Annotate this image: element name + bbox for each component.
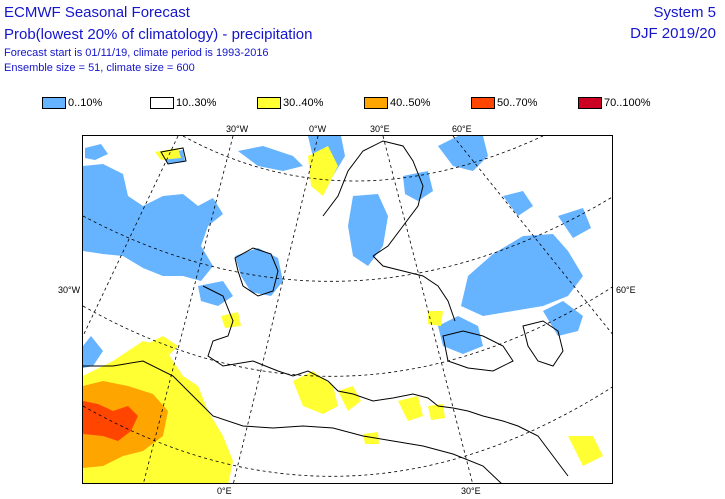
blue-area-urals [558,208,591,238]
coastline-africa [83,360,502,483]
yellow-area-sardinia [338,386,361,411]
parallel-40n [83,386,612,477]
legend-label: 30..40% [283,97,324,109]
graticule [83,136,612,483]
coastline-scandinavia [322,140,424,257]
yellow-area-black-sea [428,311,443,326]
season-label: DJF 2019/20 [630,25,716,42]
blue-area-uk [235,248,283,296]
legend-swatch [42,97,66,109]
lon-label-top-30w: 30°W [226,124,249,134]
lon-label-top-30e: 30°E [370,124,390,134]
meridian-30w [143,136,234,483]
lon-label-right-60e: 60°E [616,285,636,295]
coastline-caspian [522,320,564,367]
lon-label-bottom-30e: 30°E [461,486,481,496]
parallel-50n [83,286,612,377]
legend-label: 0..10% [68,97,103,109]
parallel-60n [83,196,612,282]
yellow-area-atlantic-north [155,148,181,160]
legend-item-50-70: 50..70% [471,96,537,110]
blue-area-scandinavia [348,194,388,266]
coastline-uk [234,247,279,297]
map-canvas [83,136,612,483]
legend-label: 40..50% [390,97,431,109]
legend-swatch [471,97,495,109]
forecast-map [82,135,613,484]
yellow-area-africa-south [363,432,379,444]
legend-item-70-100: 70..100% [578,96,650,110]
legend-swatch [578,97,602,109]
yellow-area-central-atlantic [143,336,178,356]
meridian-0 [233,136,319,483]
coastlines [83,140,569,483]
yellow-area-aegean [428,404,445,420]
yellow-area-north-sea [308,146,338,196]
ensemble-info: Ensemble size = 51, climate size = 600 [4,62,195,74]
blue-area-ukraine [438,316,483,354]
coastline-baltic [372,255,456,322]
page-subtitle: Prob(lowest 20% of climatology) - precip… [4,26,313,43]
blue-area-russia-north [503,191,533,216]
meridian-west [83,136,179,337]
legend-item-0-10: 0..10% [42,96,102,110]
blue-area-russia [461,234,583,316]
blue-area-greenland-sea [238,146,303,171]
yellow-area-iberia [221,312,241,328]
blue-area-finland [403,171,433,201]
lon-label-top-0w: 0°W [309,124,327,134]
lon-label-bottom-0e: 0°E [217,486,232,496]
yellow-area-italy [293,371,338,414]
legend-label: 70..100% [604,97,651,109]
page-title: ECMWF Seasonal Forecast [4,4,190,21]
legend-swatch [150,97,174,109]
coastline-black-sea [442,330,514,372]
blue-area-caspian-east [543,301,583,336]
blue-area-spain [198,281,233,306]
legend-label: 50..70% [497,97,538,109]
meridian-60e [452,136,612,335]
lon-label-top-60e: 60°E [452,124,472,134]
coastline-europe [202,285,569,477]
yellow-area-southeast [568,436,603,466]
legend-swatch [364,97,388,109]
legend-label: 10..30% [176,97,217,109]
system-label: System 5 [653,4,716,21]
blue-area-nw-corner [85,144,108,160]
meridian-30e [382,136,473,483]
coastline-iceland [160,147,187,165]
blue-area-north-atlantic [83,164,223,281]
blue-area-mid-atlantic [83,336,103,368]
parallel-70n [182,136,544,182]
yellow-area-greece [398,396,423,421]
lon-label-left-30w: 30°W [58,285,81,295]
forecast-info: Forecast start is 01/11/19, climate peri… [4,47,269,59]
legend-item-40-50: 40..50% [364,96,430,110]
prob-0-10-areas [83,136,591,368]
legend-item-10-30: 10..30% [150,96,216,110]
legend-item-30-40: 30..40% [257,96,323,110]
legend-swatch [257,97,281,109]
